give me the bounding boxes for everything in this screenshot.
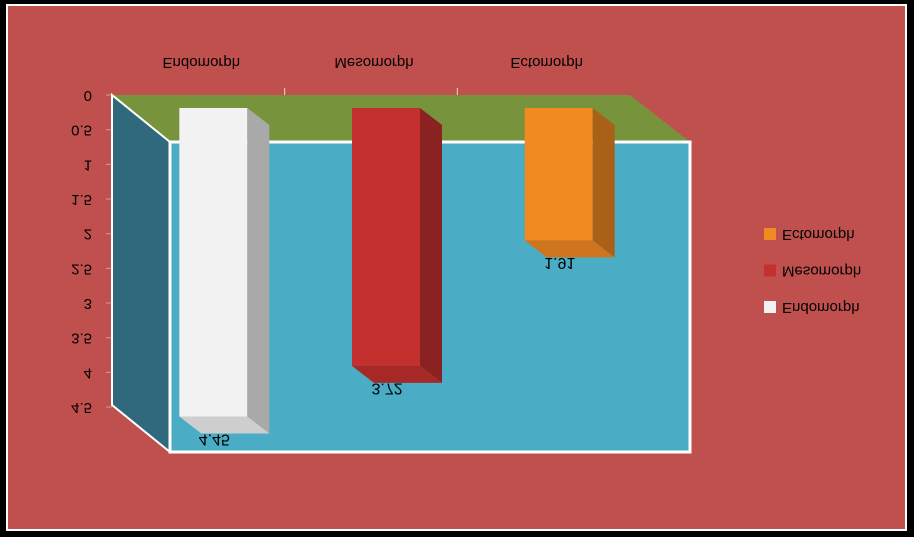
bar-face xyxy=(179,108,248,417)
legend-swatch xyxy=(764,264,776,277)
y-tick-label: 2 xyxy=(84,226,92,243)
y-tick-label: 1.5 xyxy=(71,191,92,208)
bar-face xyxy=(352,108,420,366)
y-tick-label: 4.5 xyxy=(71,399,92,416)
x-tick-label: Ectomorph xyxy=(510,54,583,71)
legend-swatch xyxy=(764,301,776,313)
y-tick-label: 3 xyxy=(84,295,92,312)
y-tick-label: 4 xyxy=(84,364,92,381)
legend-label: Mesomorph xyxy=(782,263,861,280)
x-tick-label: Endomorph xyxy=(163,54,241,71)
data-label: 3.72 xyxy=(371,380,402,397)
y-tick-label: 1 xyxy=(84,156,92,173)
data-label: 4.45 xyxy=(199,430,230,447)
bar-face xyxy=(179,416,270,434)
y-tick-label: 3.5 xyxy=(71,330,92,347)
bar xyxy=(352,108,442,383)
bar-face xyxy=(592,108,615,258)
x-tick-label: Mesomorph xyxy=(334,54,413,71)
bar-face xyxy=(352,365,442,383)
bar-face xyxy=(524,240,615,258)
bar-face xyxy=(420,108,442,383)
legend-swatch xyxy=(764,228,776,240)
data-label: 1.91 xyxy=(544,254,575,271)
y-tick-label: 0.5 xyxy=(71,122,92,139)
bar-face xyxy=(524,108,593,241)
bar xyxy=(179,108,270,434)
bar xyxy=(524,108,615,258)
y-tick-label: 2.5 xyxy=(71,260,92,277)
bar-face xyxy=(247,108,270,434)
legend-label: Ectomorph xyxy=(782,226,855,243)
side-wall xyxy=(111,92,171,455)
y-tick-label: 0 xyxy=(84,87,92,104)
legend-label: Endomorph xyxy=(782,299,860,316)
